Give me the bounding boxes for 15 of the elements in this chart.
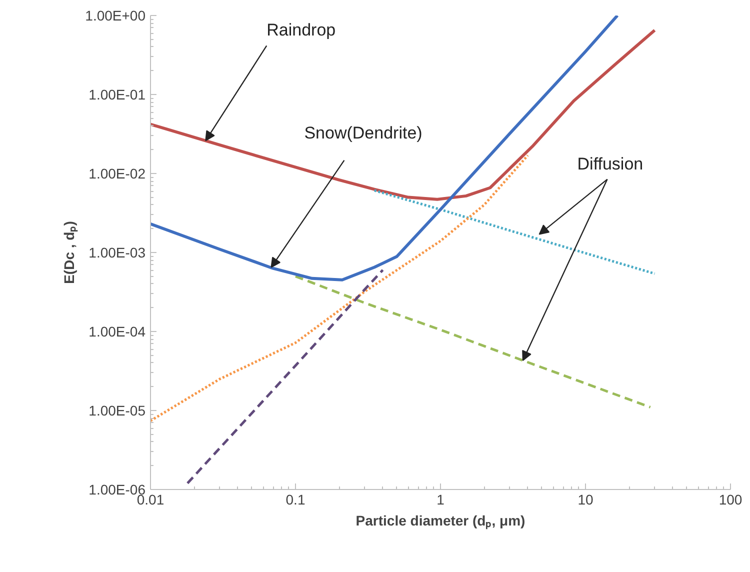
x-axis-title: Particle diameter (dₚ, μm) <box>356 512 526 530</box>
x-tick-label: 0.1 <box>286 492 306 508</box>
y-tick-label: 1.00E-03 <box>88 244 146 260</box>
y-axis-title: E(Dc , dₚ) <box>61 221 78 284</box>
x-tick-label: 1 <box>436 492 445 508</box>
annotation: Raindrop <box>266 20 336 40</box>
x-tick-label: 100 <box>718 492 742 508</box>
y-tick-label: 1.00E-02 <box>88 166 146 182</box>
y-tick-label: 1.00E-05 <box>88 402 146 418</box>
y-tick-label: 1.00E-01 <box>88 86 146 102</box>
annotation: Snow(Dendrite) <box>304 123 422 142</box>
y-tick-label: 1.00E-04 <box>88 324 146 340</box>
x-tick-label: 10 <box>578 492 594 508</box>
y-tick-label: 1.00E+00 <box>85 8 146 24</box>
annotation: Diffusion <box>577 154 644 174</box>
